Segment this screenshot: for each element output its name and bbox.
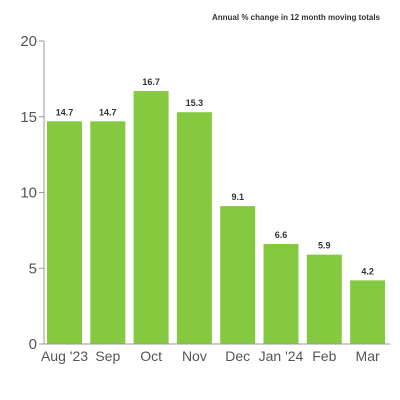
- y-tick-label: 15: [20, 109, 37, 126]
- bar: [176, 112, 212, 344]
- x-tick-label: Feb: [312, 348, 336, 364]
- y-tick-label: 0: [29, 336, 37, 353]
- x-tick-label: Oct: [140, 348, 162, 364]
- data-label: 14.7: [56, 107, 74, 117]
- data-label: 15.3: [186, 98, 204, 108]
- data-label: 14.7: [99, 107, 117, 117]
- data-label: 16.7: [142, 77, 160, 87]
- data-label: 5.9: [318, 241, 331, 251]
- x-tick-label: Dec: [225, 348, 250, 364]
- x-tick-label: Aug '23: [41, 348, 88, 364]
- x-axis: Aug '23 Sep Oct Nov Dec Jan '24 Feb Mar: [41, 343, 390, 364]
- bar: [133, 90, 169, 345]
- bar: [350, 280, 386, 344]
- data-label: 4.2: [361, 266, 374, 276]
- data-label: 9.1: [231, 192, 244, 202]
- x-tick-label: Sep: [95, 348, 120, 364]
- y-tick-label: 20: [20, 33, 37, 50]
- data-label: 6.6: [275, 230, 288, 240]
- bar: [220, 206, 256, 344]
- x-tick-label: Nov: [182, 348, 207, 364]
- x-tick-label: Jan '24: [259, 348, 304, 364]
- x-tick-label: Mar: [356, 348, 380, 364]
- bar: [47, 121, 82, 344]
- bars-group: 14.7 14.7 16.7 15.3 9.1 6.6 5.9 4.2: [47, 77, 386, 345]
- bar: [90, 121, 126, 344]
- y-tick-label: 5: [29, 260, 37, 277]
- bar: [306, 254, 342, 344]
- y-axis: 0 5 10 15 20: [20, 33, 45, 353]
- y-tick-label: 10: [20, 185, 37, 202]
- chart-subtitle: Annual % change in 12 month moving total…: [212, 13, 381, 22]
- bar: [263, 244, 299, 344]
